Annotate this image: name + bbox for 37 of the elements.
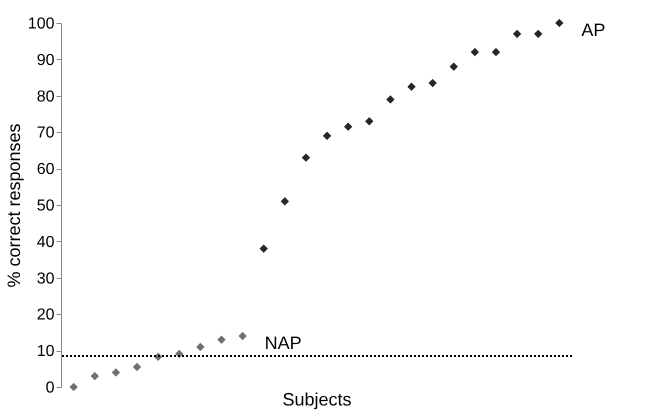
y-tick-label: 40 (36, 234, 55, 251)
point (90, 372, 99, 380)
y-tick-label: 0 (46, 380, 55, 396)
point (344, 122, 352, 131)
y-tick-label: 10 (36, 343, 55, 360)
point (132, 362, 142, 372)
y-axis-title: % correct responses (4, 123, 24, 288)
y-tick-label: 30 (36, 270, 55, 288)
point (450, 62, 458, 71)
point (302, 153, 310, 162)
point (534, 30, 542, 38)
point (260, 244, 268, 253)
series-label: AP (581, 20, 606, 40)
y-tick-label: 100 (28, 16, 55, 32)
y-tick-label: 80 (36, 88, 55, 106)
point (470, 48, 480, 56)
point (365, 117, 374, 126)
series-label: NAP (264, 333, 302, 354)
point (196, 342, 205, 352)
point (280, 197, 290, 206)
point (386, 95, 395, 104)
x-axis-title: Subjects (282, 390, 352, 410)
point (217, 335, 226, 344)
point (238, 332, 247, 340)
y-tick-label: 70 (36, 124, 55, 142)
point (407, 82, 416, 91)
y-tick-label: 50 (36, 198, 55, 214)
point (69, 382, 78, 392)
point (322, 132, 332, 140)
y-tick-label: 60 (36, 161, 55, 178)
y-tick-label: 90 (36, 52, 55, 69)
y-tick-label: 20 (36, 306, 55, 324)
point (492, 48, 500, 56)
point (555, 18, 564, 28)
point (512, 30, 522, 38)
point (112, 368, 120, 377)
point (428, 78, 437, 88)
